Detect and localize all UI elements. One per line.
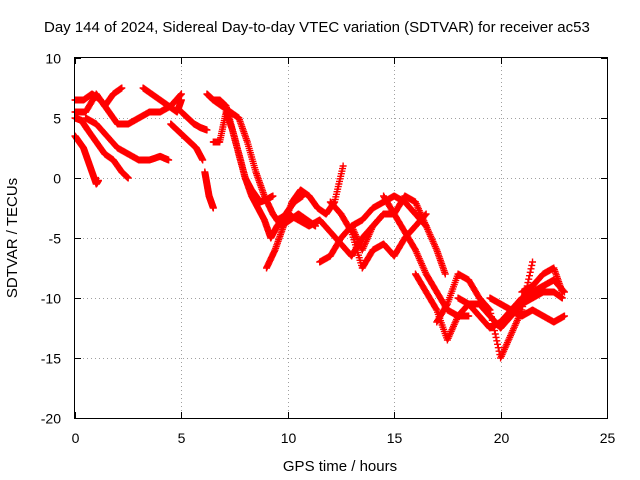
plot-frame	[74, 57, 608, 419]
data-point	[339, 162, 347, 170]
data-point	[199, 156, 207, 164]
series-s23	[518, 264, 566, 296]
data-point	[269, 192, 277, 200]
data-point	[529, 258, 537, 266]
y-tick-label: 5	[53, 111, 61, 127]
chart-title: Day 144 of 2024, Sidereal Day-to-day VTE…	[44, 19, 590, 36]
series-s8	[177, 108, 211, 134]
y-tick-label: -5	[49, 231, 62, 247]
data-point-marker	[519, 299, 527, 307]
data-point	[165, 156, 173, 164]
data-point-marker	[487, 309, 495, 317]
data-point	[465, 312, 473, 320]
data-point	[118, 84, 126, 92]
x-tick-label: 15	[387, 430, 403, 446]
x-tick-label: 20	[494, 430, 510, 446]
x-tick-label: 25	[600, 430, 616, 446]
x-tick-label: 10	[281, 430, 297, 446]
y-tick-label: 0	[53, 171, 61, 187]
series-s5	[82, 114, 173, 164]
data-points	[71, 84, 568, 362]
series-s1	[71, 132, 102, 188]
data-point	[203, 126, 211, 134]
data-point	[94, 176, 102, 184]
data-point	[177, 96, 185, 104]
series-s22	[486, 294, 568, 326]
data-point-marker	[519, 303, 527, 311]
data-point-marker	[485, 305, 493, 313]
data-point-marker	[492, 333, 500, 341]
y-tick-label: 10	[45, 51, 61, 67]
series-s2	[71, 114, 132, 182]
data-point-marker	[488, 316, 496, 324]
data-point-marker	[443, 301, 451, 309]
y-tick-label: -20	[41, 411, 61, 427]
y-tick-label: -15	[41, 351, 61, 367]
data-point	[518, 306, 526, 314]
x-axis-label: GPS time / hours	[283, 458, 397, 475]
data-point-marker	[432, 305, 440, 313]
x-axis-ticks: 0 5 10 15 20 25	[72, 58, 616, 446]
data-point-marker	[494, 344, 502, 352]
data-point	[560, 312, 568, 320]
data-point-marker	[493, 337, 501, 345]
y-axis-label: SDTVAR / TECUs	[4, 178, 21, 298]
series-s6	[139, 84, 185, 116]
series-s16	[326, 198, 430, 272]
data-point-marker	[487, 313, 495, 321]
data-point-marker	[526, 268, 534, 276]
x-tick-label: 5	[178, 430, 186, 446]
data-point	[486, 306, 494, 314]
data-point	[209, 204, 217, 212]
data-point-marker	[177, 91, 185, 99]
data-point	[177, 90, 185, 98]
data-point	[558, 294, 566, 302]
data-point-marker	[527, 265, 535, 273]
data-point-marker	[494, 340, 502, 348]
data-point	[441, 270, 449, 278]
y-tick-label: -10	[41, 291, 61, 307]
series-s7	[167, 120, 207, 164]
data-point-marker	[525, 275, 533, 283]
data-point-marker	[524, 279, 532, 287]
data-point-marker	[525, 272, 533, 280]
data-point	[558, 288, 566, 296]
data-point	[124, 174, 132, 182]
data-point-marker	[491, 330, 499, 338]
x-tick-label: 0	[72, 430, 80, 446]
series-s9	[201, 168, 217, 212]
data-point-marker	[528, 261, 536, 269]
